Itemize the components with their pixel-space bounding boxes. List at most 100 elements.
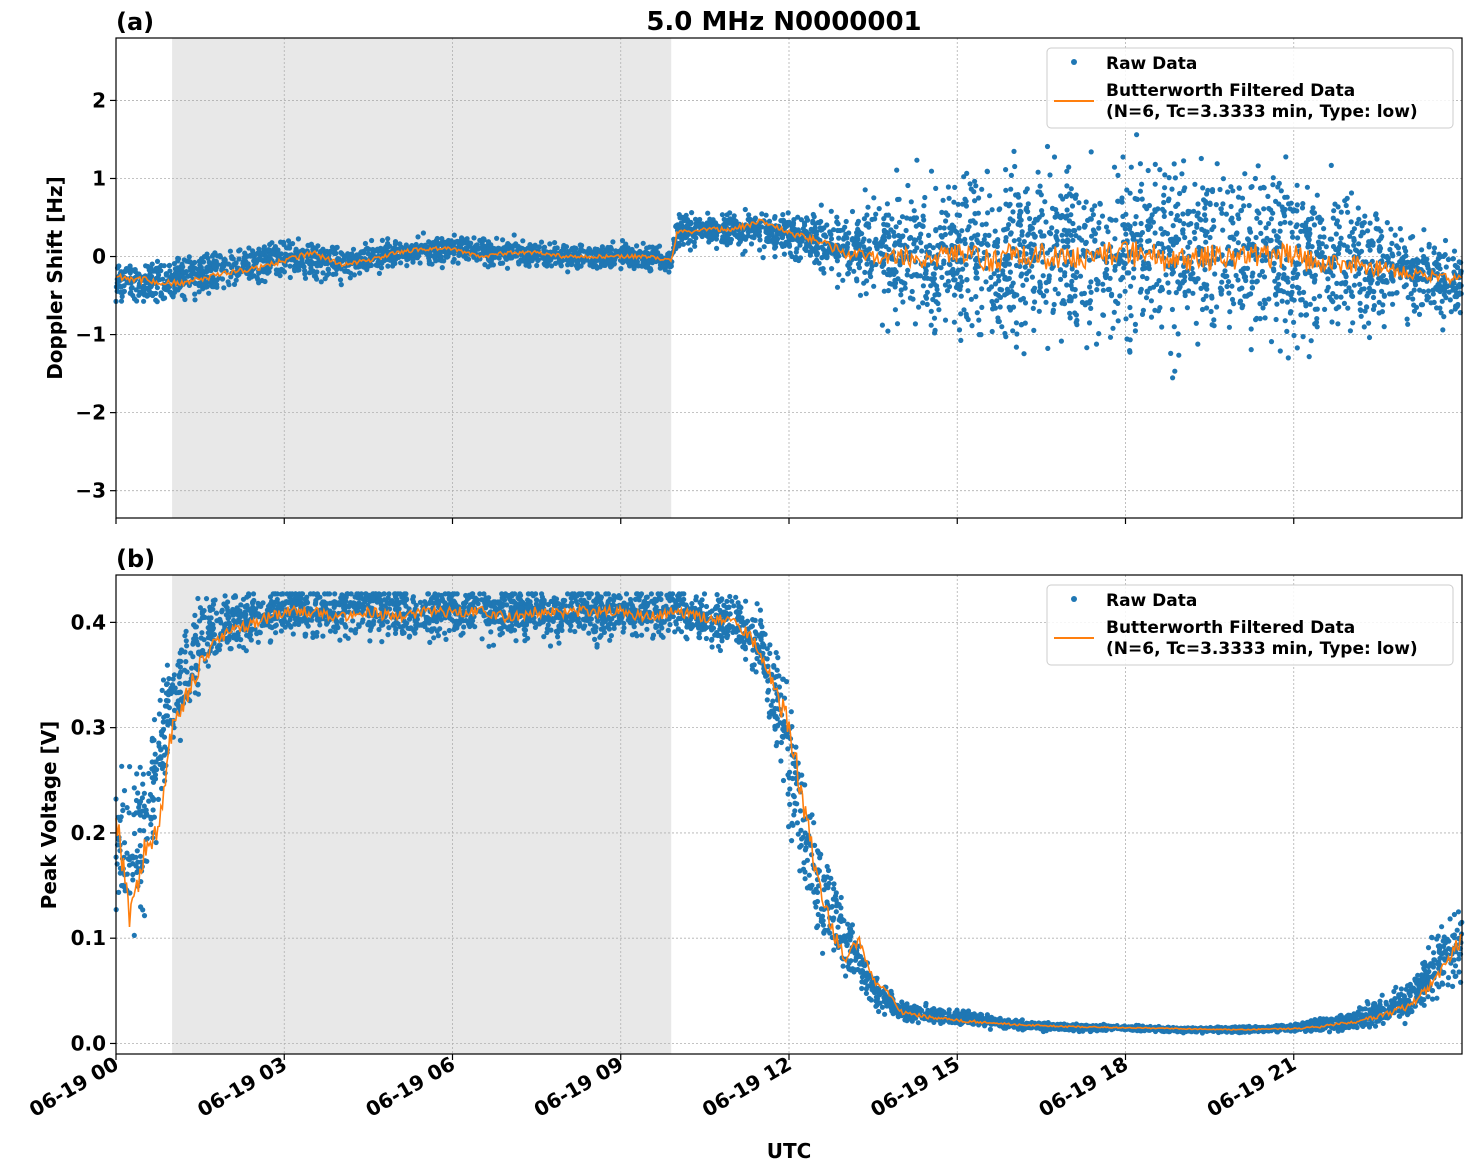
raw-point [258, 257, 264, 263]
raw-point [1417, 287, 1423, 293]
raw-point [1168, 210, 1174, 216]
raw-point [1185, 244, 1191, 250]
raw-point [1051, 154, 1058, 160]
raw-point [349, 251, 355, 257]
raw-point [1291, 332, 1297, 339]
raw-point [1431, 250, 1437, 256]
raw-point [992, 281, 999, 287]
raw-point [1209, 188, 1216, 195]
raw-point [821, 270, 827, 276]
raw-point [574, 259, 580, 265]
raw-point [909, 273, 915, 279]
raw-point [160, 296, 166, 302]
raw-point [1172, 175, 1178, 181]
raw-point [813, 247, 819, 253]
raw-point [335, 256, 341, 262]
raw-point [541, 244, 548, 250]
raw-point [1046, 276, 1052, 282]
raw-point [1120, 154, 1126, 160]
raw-point [979, 286, 985, 292]
raw-point [1396, 251, 1402, 257]
y-tick-label-a-3: −1 [75, 323, 106, 347]
raw-point [1076, 225, 1082, 231]
raw-point [965, 227, 971, 233]
raw-point [1042, 199, 1048, 205]
raw-point [996, 273, 1002, 279]
raw-point [1289, 229, 1295, 235]
raw-point [1331, 208, 1337, 214]
raw-point [1140, 274, 1146, 280]
raw-point [1289, 296, 1295, 302]
raw-point [1171, 161, 1177, 167]
raw-point [864, 278, 870, 284]
raw-point [1170, 223, 1176, 229]
raw-point [1179, 171, 1185, 177]
raw-point [1223, 211, 1229, 217]
y-tick-label-a-4: −2 [75, 401, 106, 425]
raw-point [1159, 206, 1166, 212]
raw-point [790, 792, 797, 799]
raw-point [1096, 225, 1102, 231]
raw-point [1356, 216, 1362, 222]
raw-point [956, 327, 963, 333]
raw-point [1086, 320, 1093, 326]
raw-point [1290, 234, 1296, 240]
raw-point [269, 240, 275, 246]
raw-point [1070, 237, 1076, 243]
raw-point [1201, 228, 1208, 234]
raw-point [1246, 241, 1252, 247]
raw-point [1314, 316, 1320, 322]
raw-point [1283, 276, 1289, 282]
raw-point [1343, 202, 1349, 209]
raw-point [1405, 321, 1411, 327]
raw-point [1169, 186, 1175, 192]
raw-point [1241, 203, 1247, 209]
legend-a: Raw Data Butterworth Filtered Data (N=6,… [1046, 47, 1454, 129]
raw-point [1127, 348, 1133, 354]
raw-point [777, 231, 783, 237]
raw-point [1043, 219, 1049, 225]
raw-point [986, 232, 992, 238]
raw-point [1064, 183, 1070, 189]
raw-point [796, 238, 802, 244]
legend-filtered-label-a: Butterworth Filtered Data [1106, 81, 1355, 101]
raw-point [261, 269, 267, 275]
raw-point [1058, 338, 1064, 344]
raw-point [1084, 345, 1090, 351]
raw-point [1028, 250, 1035, 256]
raw-point [154, 285, 160, 291]
raw-point [1229, 215, 1235, 221]
raw-point [255, 639, 261, 645]
raw-point [1358, 307, 1364, 313]
raw-point [989, 328, 995, 335]
raw-point [1175, 201, 1181, 207]
raw-point [885, 212, 892, 218]
raw-point [1054, 211, 1060, 217]
raw-point [1134, 132, 1140, 138]
raw-point [1358, 233, 1364, 239]
raw-point [1379, 288, 1385, 294]
raw-point [1192, 181, 1198, 187]
raw-point [1096, 220, 1102, 226]
raw-point [1277, 221, 1283, 227]
raw-point [1312, 277, 1318, 283]
raw-point [899, 214, 906, 220]
raw-point [1181, 269, 1187, 276]
raw-point [1107, 216, 1113, 222]
raw-point [150, 290, 156, 297]
raw-point [345, 268, 351, 275]
raw-point [1192, 236, 1198, 242]
raw-point [246, 275, 252, 281]
raw-point [933, 185, 939, 191]
raw-point [1286, 201, 1292, 207]
raw-point [1445, 982, 1451, 988]
raw-point [1220, 176, 1226, 182]
raw-point [1451, 269, 1457, 275]
raw-point [219, 276, 226, 282]
raw-point [1100, 312, 1107, 318]
raw-point [934, 291, 940, 297]
raw-point [892, 307, 899, 313]
raw-point [1202, 267, 1208, 273]
raw-point [808, 226, 814, 232]
raw-point [1288, 292, 1294, 298]
